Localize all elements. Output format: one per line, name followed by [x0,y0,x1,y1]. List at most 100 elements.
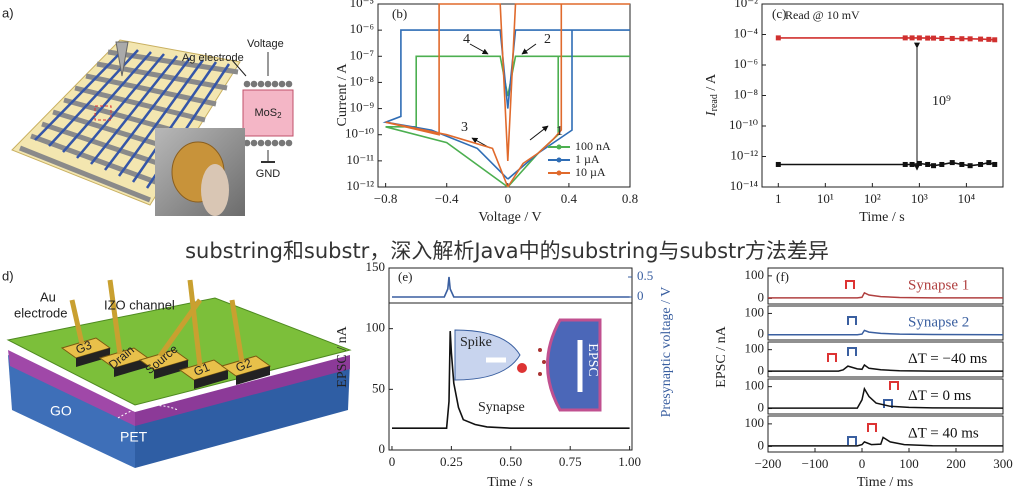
panel-name: Synapse 1 [908,277,969,293]
x-tick-label: 0.8 [622,191,638,206]
plot-frame [377,3,631,188]
vesicle [517,363,527,373]
marker [939,35,945,41]
marker [925,35,931,41]
panel-label: a) [2,5,14,20]
x-tick-label: 0.4 [561,191,578,206]
inset-label: Spike [460,335,492,350]
gate-side [76,348,110,367]
electrode-grid [19,47,239,203]
marker [925,161,931,167]
y-tick-label: 10⁻¹² [730,147,758,162]
trace [768,363,1003,372]
x-tick-label: 0.75 [559,454,582,469]
series-line [392,276,630,298]
legend-label: 10 µA [575,165,606,179]
pet-layer [8,355,135,468]
annotation: 2 [544,32,551,47]
y-tick-label: 0 [637,288,644,303]
pulse [847,436,857,445]
marker [992,161,998,167]
presynapse [454,329,521,381]
inset-label: Synapse [478,400,525,415]
plot-frame [767,378,1004,415]
legend-marker [556,144,562,150]
pulse [889,381,899,390]
marker [967,163,973,169]
x-tick-label: −0.4 [435,191,459,206]
x-axis-label: Voltage / V [478,210,541,225]
panel-name: ΔT = −40 ms [908,351,987,367]
pulse [827,353,837,362]
trace [768,291,1003,299]
electrode-strip [30,133,162,187]
trace [768,436,1004,447]
electrode-beads [243,80,293,147]
bead [257,139,265,147]
panel-d: d) G3 Drain Source G1 G2 Au electrode IZO ch… [2,268,352,468]
bead [278,139,286,147]
electrode-strip [90,55,178,165]
marker [916,35,922,41]
caption-overlay: substring和substr，深入解析Java中的substring与sub… [185,239,829,263]
x-tick-label: 1.00 [618,454,641,469]
terminal-label: G3 [74,338,94,357]
electrode-label: Ag electrode [182,52,244,64]
annotation: Read @ 10 mV [785,8,860,22]
legend-marker [556,170,562,176]
gate-side [194,370,228,389]
y-tick-label: 10⁻¹⁰ [345,126,374,141]
pointer [231,59,247,77]
y-tick-label: 100 [745,304,765,319]
y-tick-label: 10⁻⁷ [350,47,374,62]
bead [264,80,272,88]
plot-frame [767,305,1004,341]
y-tick-label: 10⁻⁵ [350,0,374,10]
charts: (b) Voltage / V Current / A −0.8 −0.4 0 0.4 0.8… [335,0,1013,490]
x-tick-label: 200 [946,456,966,471]
marker [931,35,937,41]
y-tick-label: 10⁻¹² [346,178,374,193]
electrode-strip [19,145,151,203]
bead [264,139,272,147]
marker [902,161,908,167]
annotation-arrows [469,42,920,171]
marker [775,35,781,41]
bead [285,139,293,147]
marker [967,36,973,42]
plot-frame [767,267,1004,305]
pulse [845,280,855,289]
x-tick-label: 0 [389,454,396,469]
plot-frame [767,415,1004,453]
marker [909,35,915,41]
x-tick-label: 300 [993,456,1013,471]
plot-frame [767,341,1004,378]
inset-label: EPSC [585,343,600,376]
x-tick-label: 0.50 [499,454,522,469]
legend-label: 1 µA [575,152,600,166]
vesicle [538,372,542,376]
pulse [883,399,893,408]
electrode-strip [34,47,126,141]
y-axis-label-part: I [704,110,719,117]
y-tick-label: 50 [372,380,385,395]
channel-label: IZO channel [104,297,175,312]
marker [949,160,955,166]
y-tick-label: 0 [758,326,765,341]
gate-side [114,358,148,377]
y-tick-label: 10⁻⁸ [734,86,759,101]
mos2-layer [242,89,294,137]
panel-label: (b) [392,6,407,21]
finger [201,164,229,216]
marker [986,160,992,166]
bead [250,139,258,147]
probe [107,279,123,355]
panel-name: ΔT = 0 ms [908,388,971,404]
plot-frame [761,3,1004,188]
y-tick-label: 0 [379,441,386,456]
electrode-strip [117,59,205,177]
gate-side [236,366,270,385]
x-tick-label: −0.8 [374,191,398,206]
electrode-label: electrode [14,305,67,320]
annotation: 10⁹ [932,94,951,109]
